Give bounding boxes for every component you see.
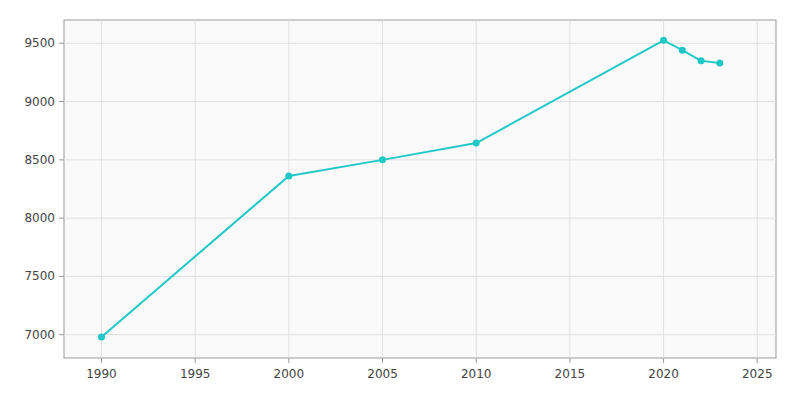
tick-label-x: 1995 xyxy=(180,367,211,381)
tick-label-y: 9000 xyxy=(24,95,55,109)
tick-label-y: 8500 xyxy=(24,153,55,167)
grid-line-x xyxy=(757,20,758,358)
tick-label-y: 9500 xyxy=(24,36,55,50)
grid-line-y xyxy=(64,101,776,102)
data-point xyxy=(698,57,705,64)
data-point xyxy=(679,47,686,54)
tick-label-x: 2005 xyxy=(367,367,398,381)
grid-line-y xyxy=(64,218,776,219)
data-point xyxy=(473,140,480,147)
axes: 1990 1995 2000 2005 2010 2015 2020 2025 7000 7500… xyxy=(24,36,772,381)
tick-mark-x xyxy=(195,358,196,363)
tick-mark-y xyxy=(59,218,64,219)
grid-line-x xyxy=(195,20,196,358)
tick-label-x: 2010 xyxy=(461,367,492,381)
chart-svg: 1990 1995 2000 2005 2010 2015 2020 2025 7000 7500… xyxy=(0,0,800,400)
data-point xyxy=(716,60,723,67)
tick-mark-x xyxy=(569,358,570,363)
grid xyxy=(64,20,776,358)
plot-frame xyxy=(64,20,776,358)
tick-mark-x xyxy=(757,358,758,363)
data-point xyxy=(379,156,386,163)
tick-mark-y xyxy=(59,101,64,102)
tick-mark-x xyxy=(382,358,383,363)
grid-line-x xyxy=(101,20,102,358)
data-point xyxy=(285,172,292,179)
data-point xyxy=(660,37,667,44)
tick-mark-x xyxy=(663,358,664,363)
tick-label-x: 2025 xyxy=(742,367,773,381)
grid-line-x xyxy=(663,20,664,358)
grid-line-y xyxy=(64,334,776,335)
tick-mark-x xyxy=(288,358,289,363)
tick-label-x: 2000 xyxy=(274,367,305,381)
tick-mark-y xyxy=(59,43,64,44)
data-group xyxy=(98,37,723,341)
tick-mark-x xyxy=(476,358,477,363)
grid-line-x xyxy=(382,20,383,358)
tick-label-x: 1990 xyxy=(86,367,117,381)
tick-mark-x xyxy=(101,358,102,363)
tick-mark-y xyxy=(59,276,64,277)
tick-label-y: 7000 xyxy=(24,328,55,342)
tick-label-x: 2020 xyxy=(648,367,679,381)
grid-line-x xyxy=(476,20,477,358)
tick-mark-y xyxy=(59,159,64,160)
tick-mark-y xyxy=(59,334,64,335)
data-point xyxy=(98,334,105,341)
grid-line-y xyxy=(64,159,776,160)
tick-label-y: 8000 xyxy=(24,211,55,225)
grid-line-x xyxy=(288,20,289,358)
grid-line-x xyxy=(569,20,570,358)
chart-container: 1990 1995 2000 2005 2010 2015 2020 2025 7000 7500… xyxy=(0,0,800,400)
data-line xyxy=(101,40,719,337)
tick-label-y: 7500 xyxy=(24,269,55,283)
tick-label-x: 2015 xyxy=(555,367,586,381)
